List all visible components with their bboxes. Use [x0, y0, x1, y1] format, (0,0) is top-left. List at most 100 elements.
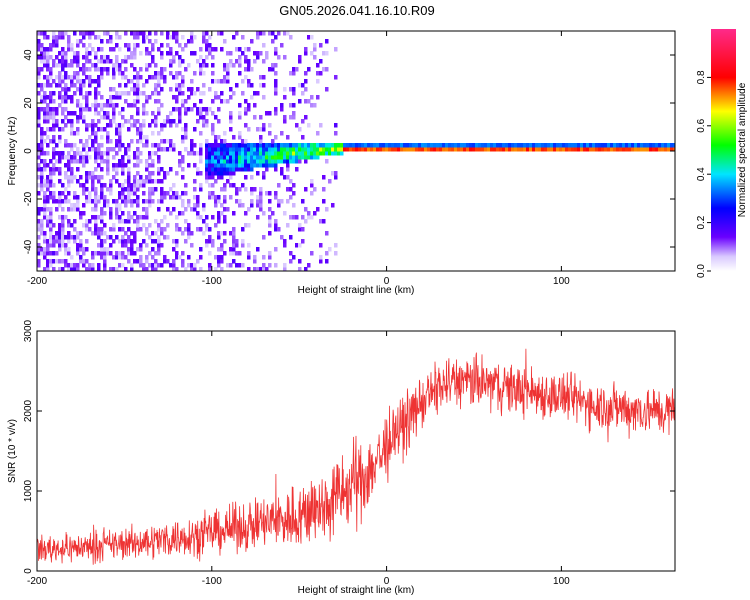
spectrogram-cell [55, 251, 59, 256]
spectrogram-cell [286, 159, 290, 164]
spectrogram-cell [439, 143, 443, 148]
spectrogram-cell [106, 247, 110, 252]
spectrogram-cell [43, 139, 47, 144]
spectrogram-cell [292, 67, 296, 72]
spectrogram-cell [187, 163, 191, 168]
spectrogram-cell [49, 219, 53, 224]
spectrogram-cell [103, 31, 107, 36]
spectrogram-cell [100, 191, 104, 196]
spectrogram-cell [172, 95, 176, 100]
spectrogram-cell [349, 143, 353, 148]
spectrogram-cell [136, 259, 140, 264]
spectrogram-cell [133, 235, 137, 240]
spectrogram-cell [97, 47, 101, 52]
spectrogram-cell [130, 51, 134, 56]
spectrogram-cell [355, 143, 359, 148]
spectrogram-cell [148, 151, 152, 156]
spectrogram-cell [37, 67, 41, 72]
spectrogram-cell [310, 251, 314, 256]
spectrogram-cell [70, 47, 74, 52]
spectrogram-cell [220, 159, 224, 164]
spectrogram-cell [199, 155, 203, 160]
spectrogram-cell [139, 215, 143, 220]
spectrogram-cell [238, 103, 242, 108]
spectrogram-cell [196, 167, 200, 172]
spectrogram-cell [79, 107, 83, 112]
spectrogram-cell [46, 219, 50, 224]
spectrogram-cell [118, 63, 122, 68]
spectrogram-cell [568, 147, 572, 152]
spectrogram-cell [43, 183, 47, 188]
spectrogram-cell [193, 263, 197, 268]
spectrogram-cell [118, 143, 122, 148]
spectrogram-cell [268, 255, 272, 260]
spectrogram-cell [196, 151, 200, 156]
spectrogram-cell [262, 31, 266, 36]
spectrogram-cell [100, 255, 104, 260]
spectrogram-cell [127, 55, 131, 60]
spectrogram-cell [373, 143, 377, 148]
spectrogram-cell [103, 55, 107, 60]
spectrogram-cell [112, 163, 116, 168]
spectrogram-cell [217, 219, 221, 224]
spectrogram-cell [100, 103, 104, 108]
spectrogram-cell [91, 231, 95, 236]
spectrogram-cell [124, 243, 128, 248]
spectrogram-cell [121, 263, 125, 268]
spectrogram-cell [43, 239, 47, 244]
spectrogram-cell [76, 59, 80, 64]
spectrogram-cell [97, 227, 101, 232]
spectrogram-cell [133, 199, 137, 204]
spectrogram-cell [103, 127, 107, 132]
spectrogram-cell [295, 143, 299, 148]
spectrogram-cell [157, 91, 161, 96]
spectrogram-cell [202, 219, 206, 224]
spectrogram-cell [82, 211, 86, 216]
spectrogram-cell [238, 155, 242, 160]
spectrogram-cell [235, 251, 239, 256]
spectrogram-cell [40, 131, 44, 136]
spectrogram-cell [160, 43, 164, 48]
spectrogram-cell [325, 207, 329, 212]
spectrogram-cell [208, 143, 212, 148]
spectrogram-cell [40, 107, 44, 112]
spectrogram-cell [109, 179, 113, 184]
spectrogram-cell [445, 143, 449, 148]
spectrogram-cell [400, 147, 404, 152]
spectrogram-cell [85, 227, 89, 232]
spectrogram-cell [91, 147, 95, 152]
spectrogram-cell [151, 239, 155, 244]
spectrogram-cell [322, 219, 326, 224]
spectrogram-cell [274, 51, 278, 56]
spectrogram-cell [277, 203, 281, 208]
spectrogram-cell [136, 95, 140, 100]
spectrogram-cell [445, 147, 449, 152]
spectrogram-cell [46, 119, 50, 124]
spectrogram-cell [67, 191, 71, 196]
spectrogram-cell [142, 267, 146, 271]
spectrogram-cell [388, 147, 392, 152]
spectrogram-cell [250, 159, 254, 164]
spectrogram-cell [94, 251, 98, 256]
spectrogram-cell [547, 147, 551, 152]
spectrogram-cell [205, 151, 209, 156]
spectrogram-cell [148, 31, 152, 36]
spectrogram-cell [253, 147, 257, 152]
spectrogram-cell [409, 147, 413, 152]
spectrogram-cell [172, 107, 176, 112]
spectrogram-cell [292, 155, 296, 160]
spectrogram-cell [67, 155, 71, 160]
spectrogram-cell [241, 35, 245, 40]
spectrogram-cell [40, 143, 44, 148]
spectrogram-cell [190, 31, 194, 36]
spectrogram-cell [229, 63, 233, 68]
spectrogram-cell [130, 231, 134, 236]
spectrogram-cell [283, 31, 287, 36]
spectrogram-cell [103, 203, 107, 208]
spectrogram-cell [88, 195, 92, 200]
spectrogram-cell [202, 203, 206, 208]
spectrogram-cell [91, 143, 95, 148]
spectrogram-cell [103, 59, 107, 64]
spectrogram-cell [283, 147, 287, 152]
